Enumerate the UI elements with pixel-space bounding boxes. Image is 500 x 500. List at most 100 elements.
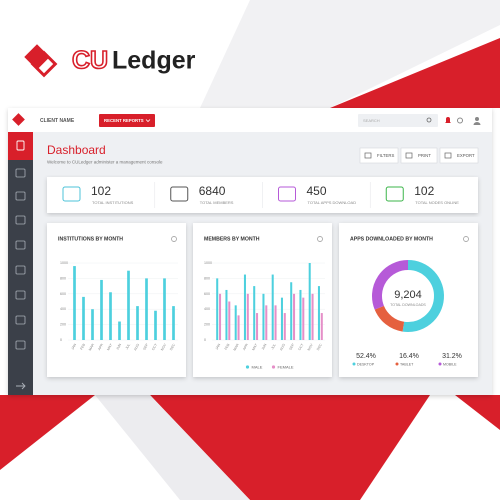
sidebar-item[interactable] bbox=[15, 290, 26, 300]
bar bbox=[256, 313, 259, 340]
legend-label: FEMALE bbox=[278, 364, 294, 369]
sidebar-item[interactable] bbox=[15, 340, 26, 350]
sidebar-item[interactable] bbox=[15, 191, 26, 201]
x-tick-label: DEC bbox=[169, 342, 176, 351]
bar bbox=[265, 305, 268, 340]
stat-icon bbox=[62, 186, 81, 202]
bg-shape bbox=[150, 395, 430, 500]
x-tick-label: FEB bbox=[79, 342, 86, 350]
y-tick-label: 0 bbox=[204, 338, 206, 342]
segment-value: 52.4% bbox=[356, 353, 376, 360]
recent-reports-label[interactable]: RECENT REPORTS bbox=[104, 118, 144, 123]
legend-label: DESKTOP bbox=[357, 362, 375, 366]
bar bbox=[302, 297, 305, 340]
sidebar-active-item[interactable] bbox=[8, 132, 33, 160]
chart-card bbox=[339, 223, 478, 377]
donut-total: 9,204 bbox=[394, 289, 422, 301]
avatar-icon[interactable] bbox=[475, 117, 479, 121]
stat-label: TOTAL MEMBERS bbox=[200, 200, 234, 205]
bg-shape bbox=[455, 395, 500, 430]
bar bbox=[225, 289, 228, 340]
bar bbox=[91, 309, 94, 340]
x-tick-label: MAY bbox=[106, 342, 113, 351]
x-tick-label: SEP bbox=[142, 342, 149, 351]
bar bbox=[308, 263, 311, 340]
sidebar-item[interactable] bbox=[15, 315, 26, 325]
action-label[interactable]: PRINT bbox=[418, 153, 431, 158]
action-button[interactable] bbox=[439, 147, 479, 164]
action-label[interactable]: FILTERS bbox=[377, 153, 394, 158]
x-tick-label: JUL bbox=[270, 343, 277, 350]
x-tick-label: MAR bbox=[88, 342, 96, 351]
bar bbox=[234, 305, 237, 340]
bar bbox=[237, 315, 240, 340]
segment-value: 16.4% bbox=[399, 353, 419, 360]
bar bbox=[253, 286, 256, 340]
donut-segment bbox=[402, 260, 444, 332]
stat-icon bbox=[278, 186, 296, 202]
y-tick-label: 1000 bbox=[204, 261, 212, 265]
sidebar-item[interactable] bbox=[15, 215, 26, 225]
sidebar-item[interactable] bbox=[15, 265, 26, 275]
page-title: Dashboard bbox=[47, 143, 106, 157]
stat-value: 450 bbox=[307, 184, 327, 198]
logo-mark bbox=[30, 50, 58, 78]
bar bbox=[262, 293, 265, 340]
bar bbox=[320, 313, 323, 340]
notification-icon[interactable] bbox=[445, 117, 451, 123]
x-tick-label: JUN bbox=[261, 342, 268, 350]
bar bbox=[109, 292, 112, 340]
search-icon bbox=[426, 117, 432, 123]
settings-icon[interactable] bbox=[457, 117, 463, 124]
y-tick-label: 200 bbox=[204, 323, 210, 327]
recent-reports-button[interactable] bbox=[99, 114, 155, 127]
x-tick-label: MAR bbox=[233, 342, 241, 351]
bar bbox=[246, 293, 249, 340]
x-tick-label: AUG bbox=[279, 343, 286, 352]
bar bbox=[271, 274, 274, 340]
card-menu[interactable] bbox=[171, 236, 177, 242]
stat-value: 6840 bbox=[199, 184, 226, 198]
action-label[interactable]: EXPORT bbox=[457, 153, 475, 158]
x-tick-label: SEP bbox=[288, 342, 295, 351]
sidebar-item[interactable] bbox=[15, 240, 26, 250]
card-menu[interactable] bbox=[317, 236, 323, 242]
bar bbox=[136, 306, 139, 340]
collapse-arrow[interactable] bbox=[16, 382, 26, 390]
x-tick-label: OCT bbox=[297, 343, 304, 351]
legend-swatch bbox=[352, 362, 356, 366]
page-subtitle: Welcome to CULedger administer a managem… bbox=[47, 160, 163, 165]
bg-shape bbox=[0, 395, 95, 470]
search-placeholder[interactable]: SEARCH bbox=[363, 118, 380, 123]
y-tick-label: 0 bbox=[60, 338, 62, 342]
y-tick-label: 800 bbox=[60, 276, 66, 280]
stat-icon bbox=[170, 186, 189, 202]
avatar-icon bbox=[473, 122, 481, 125]
bar bbox=[172, 306, 175, 340]
stat-label: TOTAL INSTITUTIONS bbox=[92, 200, 134, 205]
legend-swatch bbox=[438, 362, 442, 366]
logo-mark bbox=[24, 44, 50, 70]
bg-shape bbox=[330, 38, 500, 108]
search-box[interactable] bbox=[358, 114, 438, 127]
x-tick-label: OCT bbox=[151, 343, 158, 351]
chart-title: MEMBERS BY MONTH bbox=[204, 236, 260, 242]
action-button[interactable] bbox=[359, 147, 399, 164]
bar bbox=[280, 297, 283, 340]
sidebar bbox=[8, 132, 33, 395]
y-tick-label: 600 bbox=[204, 292, 210, 296]
bar bbox=[311, 293, 314, 340]
bar bbox=[216, 278, 219, 340]
action-icon bbox=[444, 152, 452, 159]
segment-value: 31.2% bbox=[442, 353, 462, 360]
card-menu[interactable] bbox=[463, 236, 469, 242]
bar bbox=[82, 296, 85, 340]
x-tick-label: APR bbox=[242, 342, 249, 351]
sidebar-item[interactable] bbox=[15, 168, 26, 178]
x-tick-label: JAN bbox=[70, 342, 77, 350]
action-button[interactable] bbox=[400, 147, 438, 164]
y-tick-label: 400 bbox=[60, 307, 66, 311]
